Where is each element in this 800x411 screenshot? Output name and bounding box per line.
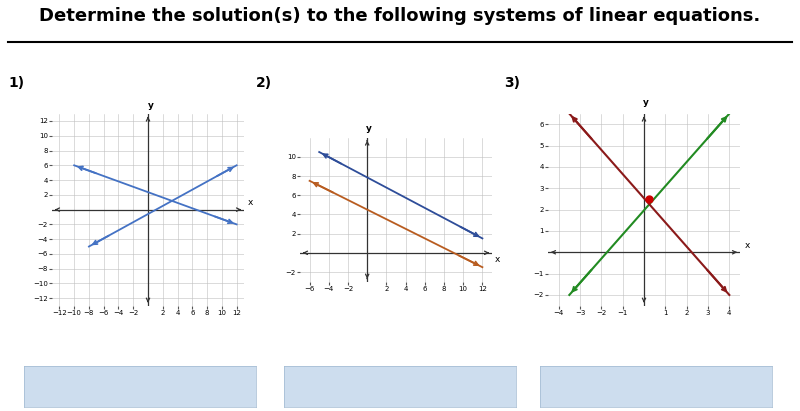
Text: 2): 2) bbox=[256, 76, 272, 90]
Text: y: y bbox=[643, 98, 649, 107]
Text: 1): 1) bbox=[8, 76, 24, 90]
Text: Determine the solution(s) to the following systems of linear equations.: Determine the solution(s) to the followi… bbox=[39, 7, 761, 25]
Text: x: x bbox=[495, 255, 500, 264]
Text: y: y bbox=[148, 101, 154, 110]
Text: x: x bbox=[744, 241, 750, 250]
Text: 3): 3) bbox=[504, 76, 520, 90]
Text: x: x bbox=[248, 198, 253, 207]
Text: y: y bbox=[366, 124, 372, 133]
